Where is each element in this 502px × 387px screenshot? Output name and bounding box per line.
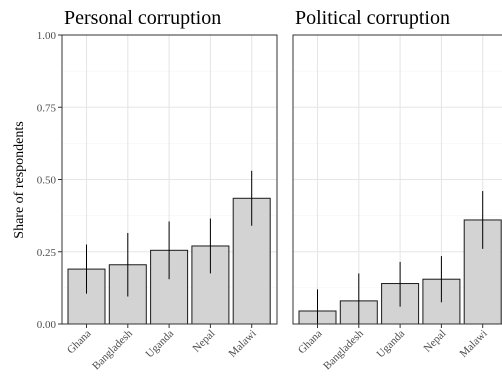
panel-title: Political corruption <box>295 7 450 29</box>
x-tick-label: Ghana <box>65 328 94 357</box>
x-tick-label: Ghana <box>296 328 325 357</box>
y-tick-label: 0.25 <box>37 247 57 259</box>
y-axis-label: Share of respondents <box>12 121 27 238</box>
y-axis-ticks: 0.00 0.25 0.50 0.75 1.00 <box>37 30 62 331</box>
x-tick-label: Malawi <box>227 328 259 360</box>
y-tick-label: 1.00 <box>37 30 57 42</box>
x-tick-label: Bangladesh <box>321 327 366 372</box>
y-tick-label: 0.75 <box>37 102 57 114</box>
x-tick-label: Uganda <box>375 328 408 361</box>
panel-title: Personal corruption <box>64 7 221 29</box>
y-tick-label: 0.50 <box>37 175 57 187</box>
x-tick-label: Bangladesh <box>90 327 135 372</box>
y-tick-label: 0.00 <box>37 319 57 331</box>
x-tick-label: Nepal <box>421 328 448 355</box>
x-tick-label: Uganda <box>144 328 177 361</box>
x-tick-label: Nepal <box>190 328 217 355</box>
x-tick-label: Malawi <box>458 328 490 360</box>
